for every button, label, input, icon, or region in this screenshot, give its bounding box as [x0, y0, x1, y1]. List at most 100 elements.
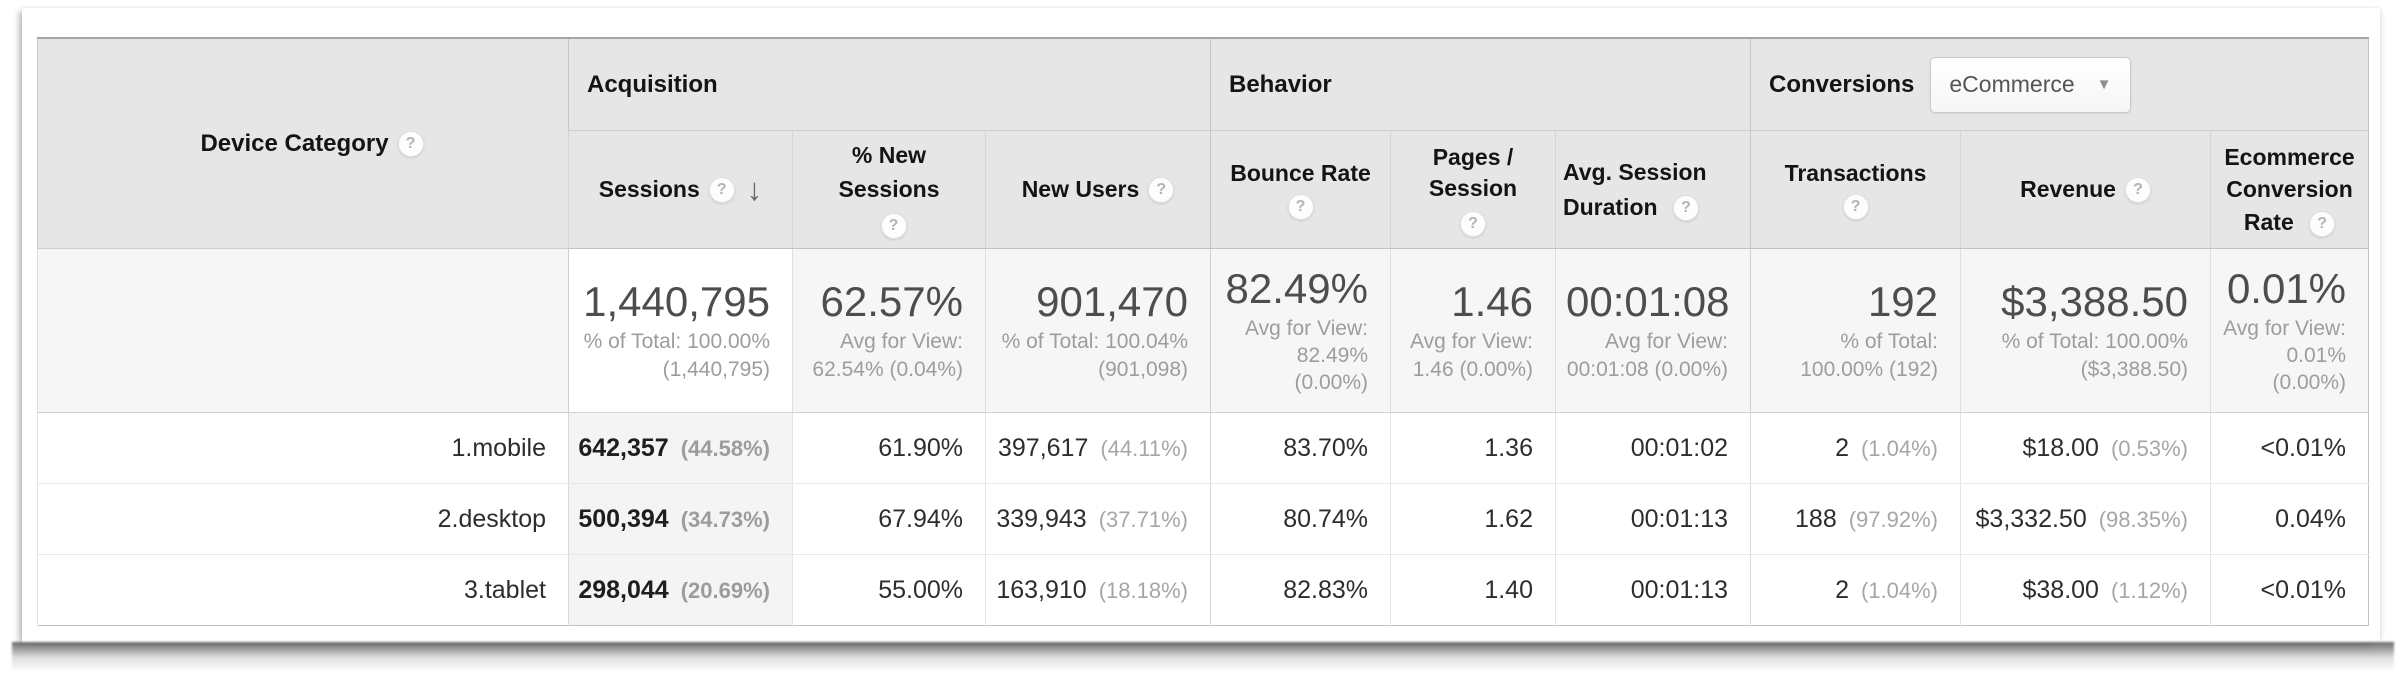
row-rank: 3.	[463, 575, 485, 604]
cell-percent: (20.69%)	[680, 577, 770, 603]
help-icon[interactable]: ?	[708, 176, 735, 203]
cell-percent: (98.35%)	[2098, 506, 2189, 532]
help-icon[interactable]: ?	[1148, 176, 1175, 203]
group-header-acquisition: Acquisition	[568, 38, 1211, 131]
revenue-cell: $3,332.50 (98.35%)	[1960, 483, 2211, 555]
column-header-avg-session-duration[interactable]: Avg. Session Duration ?	[1554, 130, 1751, 249]
avg-session-duration-cell: 00:01:13	[1554, 554, 1751, 626]
new-users-cell: 397,617 (44.11%)	[985, 412, 1211, 484]
metric-group-header-row: Device Category ? Acquisition Behavior C…	[37, 38, 2369, 249]
analytics-data-table: Device Category ? Acquisition Behavior C…	[37, 37, 2370, 626]
ecommerce-conversion-rate-cell: <0.01%	[2210, 554, 2369, 626]
summary-value: 1.46	[1451, 278, 1533, 326]
summary-subtext: % of Total: 100.00% (1,440,795)	[583, 330, 770, 381]
cell-value: 1.40	[1484, 575, 1533, 604]
cell-percent: (18.18%)	[1098, 577, 1188, 603]
column-header-pages-session[interactable]: Pages / Session ?	[1390, 130, 1556, 249]
help-icon[interactable]: ?	[880, 212, 907, 239]
sort-descending-icon[interactable]: ↓	[746, 172, 763, 207]
column-label: Ecommerce Conversion Rate	[2224, 144, 2355, 235]
page-drop-shadow	[12, 642, 2394, 672]
cell-value: 163,910	[996, 575, 1087, 604]
revenue-cell: $18.00 (0.53%)	[1960, 412, 2211, 484]
cell-value: $18.00	[2022, 433, 2099, 462]
cell-value: 00:01:13	[1630, 504, 1729, 533]
column-header-ecommerce-conversion-rate[interactable]: Ecommerce Conversion Rate ?	[2210, 130, 2369, 249]
column-header-new-users[interactable]: New Users ?	[985, 130, 1211, 249]
help-icon[interactable]: ?	[1460, 211, 1486, 238]
column-label: Sessions	[598, 176, 700, 202]
summary-bounce-rate: 82.49% Avg for View: 82.49% (0.00%)	[1210, 248, 1391, 413]
cell-value: 2	[1835, 433, 1849, 462]
summary-ecommerce-conversion-rate: 0.01% Avg for View: 0.01% (0.00%)	[2210, 248, 2369, 413]
cell-percent: (44.58%)	[680, 435, 770, 461]
cell-percent: (44.11%)	[1100, 435, 1188, 461]
percent-new-sessions-cell: 61.90%	[792, 412, 986, 484]
column-header-revenue[interactable]: Revenue ?	[1960, 130, 2211, 249]
column-label: Pages / Session	[1428, 143, 1518, 201]
table-row-desktop: 2.desktop 500,394 (34.73%) 67.94% 339,943…	[37, 483, 2369, 555]
sessions-cell: 642,357 (44.58%)	[568, 412, 793, 484]
cell-value: 80.74%	[1283, 504, 1368, 533]
help-icon[interactable]: ?	[397, 130, 424, 157]
summary-subtext: Avg for View: 1.46 (0.00%)	[1410, 330, 1533, 381]
help-icon[interactable]: ?	[1672, 195, 1699, 222]
cell-value: 642,357	[578, 433, 669, 462]
cell-value: 1.36	[1484, 433, 1533, 462]
column-header-sessions[interactable]: Sessions ? ↓	[568, 130, 793, 249]
cell-value: 0.04%	[2275, 504, 2347, 533]
transactions-cell: 2 (1.04%)	[1750, 412, 1961, 484]
dimension-cell: 3.tablet	[37, 554, 569, 626]
column-header-bounce-rate[interactable]: Bounce Rate ?	[1210, 130, 1391, 249]
summary-row: 1,440,795 % of Total: 100.00% (1,440,795…	[37, 248, 2369, 413]
column-header-transactions[interactable]: Transactions ?	[1750, 130, 1961, 249]
cell-value: 55.00%	[878, 575, 963, 604]
cell-percent: (1.04%)	[1860, 577, 1939, 603]
report-sheet: Device Category ? Acquisition Behavior C…	[22, 8, 2380, 643]
ecommerce-goal-selector[interactable]: eCommerce ▼	[1930, 56, 2131, 113]
cell-value: 397,617	[997, 433, 1089, 462]
percent-new-sessions-cell: 55.00%	[792, 554, 986, 626]
column-label: Revenue	[2020, 176, 2116, 202]
summary-subtext: Avg for View: 62.54% (0.04%)	[812, 330, 963, 381]
row-rank: 1.	[451, 433, 473, 462]
percent-new-sessions-cell: 67.94%	[792, 483, 986, 555]
device-label: desktop	[458, 504, 546, 533]
avg-session-duration-cell: 00:01:02	[1554, 412, 1751, 484]
help-icon[interactable]: ?	[1287, 193, 1314, 220]
summary-value: 82.49%	[1225, 264, 1368, 312]
help-icon[interactable]: ?	[1842, 193, 1869, 220]
bounce-rate-cell: 80.74%	[1210, 483, 1391, 555]
ecommerce-conversion-rate-cell: <0.01%	[2210, 412, 2369, 484]
summary-value: $3,388.50	[2001, 278, 2189, 326]
cell-value: <0.01%	[2260, 433, 2347, 462]
summary-subtext: Avg for View: 82.49% (0.00%)	[1245, 316, 1368, 395]
summary-avg-session-duration: 00:01:08 Avg for View: 00:01:08 (0.00%)	[1554, 248, 1751, 413]
new-users-cell: 339,943 (37.71%)	[985, 483, 1211, 555]
help-icon[interactable]: ?	[2124, 176, 2151, 203]
group-label: Conversions	[1769, 70, 1915, 98]
summary-subtext: % of Total: 100.04% (901,098)	[1001, 330, 1188, 381]
cell-value: 83.70%	[1283, 433, 1368, 462]
cell-value: 2	[1835, 575, 1849, 604]
pages-session-cell: 1.36	[1390, 412, 1556, 484]
summary-subtext: Avg for View: 00:01:08 (0.00%)	[1566, 330, 1729, 381]
cell-percent: (97.92%)	[1848, 506, 1939, 532]
summary-value: 1,440,795	[583, 278, 770, 326]
help-icon[interactable]: ?	[2309, 210, 2336, 237]
ecommerce-conversion-rate-cell: 0.04%	[2210, 483, 2369, 555]
new-users-cell: 163,910 (18.18%)	[985, 554, 1211, 626]
cell-value: 1.62	[1484, 504, 1533, 533]
revenue-cell: $38.00 (1.12%)	[1960, 554, 2211, 626]
cell-percent: (1.12%)	[2110, 577, 2189, 603]
sessions-cell: 500,394 (34.73%)	[568, 483, 793, 555]
cell-value: 500,394	[578, 504, 669, 533]
dimension-header-label: Device Category	[200, 129, 389, 157]
sessions-cell: 298,044 (20.69%)	[568, 554, 793, 626]
dimension-column-header[interactable]: Device Category ?	[37, 38, 569, 249]
column-label: % New Sessions	[838, 141, 940, 203]
cell-value: 00:01:02	[1630, 433, 1729, 462]
group-label: Behavior	[1229, 70, 1332, 98]
column-header-percent-new-sessions[interactable]: % New Sessions ?	[792, 130, 986, 249]
summary-pages-session: 1.46 Avg for View: 1.46 (0.00%)	[1390, 248, 1556, 413]
